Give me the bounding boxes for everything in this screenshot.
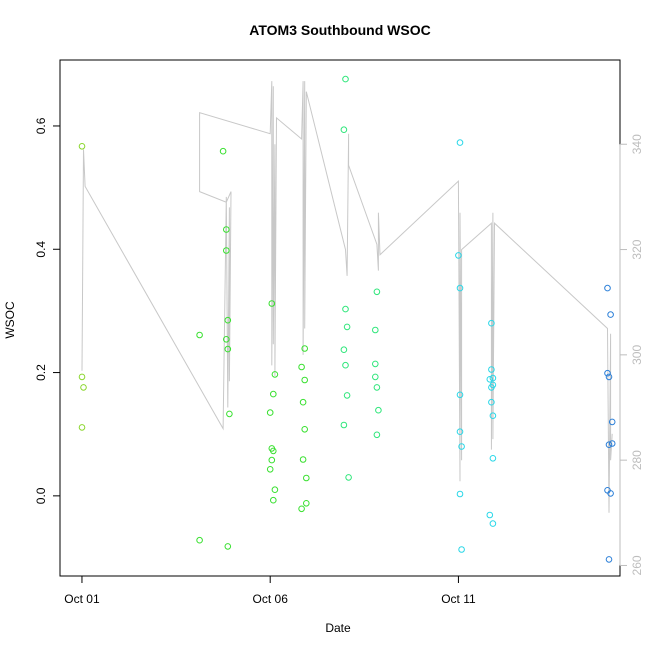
data-point — [78, 424, 86, 431]
data-point — [486, 511, 494, 519]
data-point — [223, 226, 230, 233]
data-point — [298, 505, 305, 513]
data-point — [268, 456, 276, 464]
data-point — [224, 543, 232, 550]
data-point — [372, 326, 379, 334]
data-point — [605, 373, 613, 381]
y2-tick-label: 320 — [630, 239, 644, 259]
data-point — [299, 398, 307, 406]
data-point — [303, 500, 310, 507]
data-point — [301, 426, 309, 433]
data-point — [486, 376, 494, 383]
data-point — [373, 288, 381, 296]
data-point — [270, 496, 277, 504]
data-point — [303, 474, 310, 482]
data-point — [266, 466, 274, 473]
x-axis-label: Date — [325, 621, 351, 635]
data-point — [298, 363, 305, 371]
data-point — [340, 346, 348, 354]
y-tick-label: 0.6 — [34, 117, 48, 134]
data-point — [488, 366, 495, 373]
data-point — [266, 409, 274, 416]
data-point — [268, 300, 276, 307]
data-point — [604, 284, 611, 292]
data-point — [458, 546, 465, 553]
data-point — [224, 345, 232, 353]
x-axis: Oct 01 Oct 06 Oct 11 — [64, 575, 476, 606]
data-point — [375, 406, 382, 414]
data-point — [223, 336, 230, 343]
y2-tick-label: 340 — [630, 134, 644, 154]
data-point — [270, 447, 277, 455]
data-point — [372, 360, 379, 368]
y-axis-label: WSOC — [3, 301, 17, 339]
data-point — [223, 247, 230, 254]
data-point — [342, 305, 349, 313]
x-tick-label: Oct 06 — [253, 592, 289, 606]
data-point — [604, 369, 611, 377]
data-point — [342, 75, 349, 83]
data-point — [456, 139, 464, 146]
data-point — [456, 391, 464, 399]
data-point — [456, 490, 464, 498]
data-point — [343, 323, 351, 331]
data-point — [343, 392, 351, 399]
data-point — [608, 418, 616, 426]
data-point — [373, 431, 381, 439]
data-point — [299, 456, 307, 463]
x-tick-label: Oct 11 — [441, 592, 476, 606]
data-point — [219, 147, 227, 155]
data-point — [80, 384, 87, 391]
data-point — [196, 331, 203, 339]
data-point — [488, 319, 495, 327]
data-point — [489, 412, 497, 420]
y-tick-label: 0.2 — [34, 364, 48, 381]
data-point — [342, 361, 349, 369]
data-point — [340, 421, 348, 429]
y-tick-label: 0.4 — [34, 241, 48, 258]
chart-title: ATOM3 Southbound WSOC — [249, 22, 430, 38]
data-point — [271, 371, 279, 378]
data-point — [345, 474, 352, 481]
trace-layer — [81, 81, 613, 513]
data-point — [458, 443, 465, 450]
data-point — [301, 345, 309, 352]
data-point — [455, 252, 462, 259]
data-point — [372, 373, 379, 381]
data-point — [78, 143, 86, 150]
x-tick-label: Oct 01 — [64, 592, 100, 606]
data-point — [456, 428, 464, 436]
data-point — [607, 311, 614, 318]
data-point — [373, 384, 381, 391]
data-point — [270, 390, 277, 398]
data-point — [488, 398, 495, 406]
points-layer — [78, 75, 616, 563]
y-axis-left: 0.0 0.2 0.4 0.6 — [34, 117, 61, 504]
data-point — [78, 373, 86, 381]
data-point — [340, 126, 348, 133]
y2-tick-label: 280 — [630, 450, 644, 470]
data-point — [607, 490, 614, 497]
data-point — [488, 384, 495, 391]
trace-line — [81, 81, 613, 513]
y2-tick-label: 260 — [630, 555, 644, 575]
data-point — [196, 536, 203, 544]
y-axis-right: 260 280 300 320 340 — [619, 134, 644, 575]
y2-tick-label: 300 — [630, 345, 644, 365]
data-point — [489, 374, 497, 382]
data-point — [271, 486, 279, 494]
data-point — [489, 520, 497, 527]
data-point — [301, 376, 309, 384]
data-point — [605, 441, 613, 449]
plot-area-frame — [59, 59, 621, 577]
y-tick-label: 0.0 — [34, 487, 48, 504]
data-point — [226, 410, 233, 418]
data-point — [605, 556, 613, 563]
data-point — [224, 316, 232, 324]
data-point — [456, 284, 464, 292]
data-point — [489, 455, 497, 462]
data-point — [608, 440, 616, 447]
